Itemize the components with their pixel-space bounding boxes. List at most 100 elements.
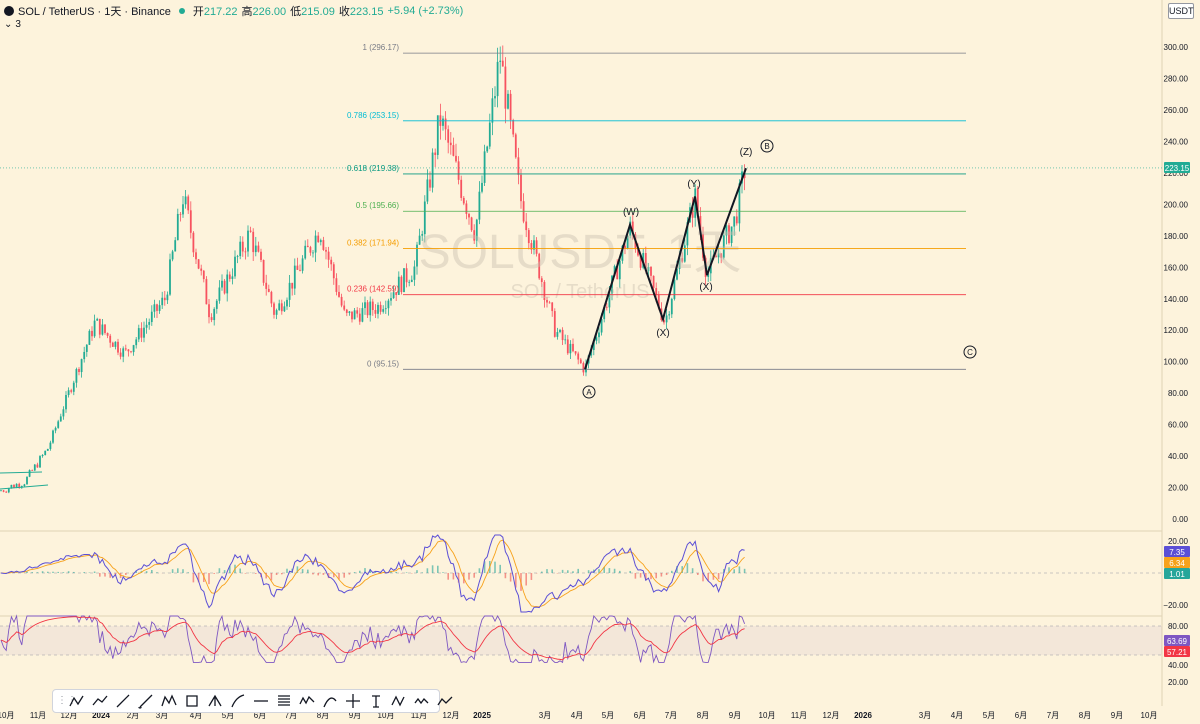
candle: [514, 132, 517, 159]
rectangle-tool[interactable]: [181, 691, 203, 711]
macd-histogram-bar: [598, 569, 600, 573]
candle-body: [574, 351, 577, 354]
candle: [202, 269, 205, 283]
candle-body: [291, 282, 294, 289]
macd-histogram-bar: [442, 572, 444, 573]
candle-body: [496, 61, 499, 97]
candle: [283, 301, 286, 312]
price-tick: 60.00: [1168, 421, 1189, 430]
candle: [733, 216, 736, 236]
candle-body: [429, 179, 431, 188]
macd-histogram-bar: [650, 573, 652, 580]
candle-body: [288, 282, 291, 300]
candle: [65, 391, 67, 413]
pitchfork-tool[interactable]: [204, 691, 226, 711]
candle-body: [161, 297, 164, 306]
line-path-tool[interactable]: [89, 691, 111, 711]
candle: [572, 338, 574, 353]
text-tool[interactable]: [365, 691, 387, 711]
macd-histogram-bar: [593, 569, 595, 573]
elliott-wave: A B C (W) (X) (Y) (X) (Z): [582, 139, 977, 399]
candle: [525, 212, 528, 238]
candle-body: [582, 363, 585, 373]
xabcd-tool[interactable]: [158, 691, 180, 711]
macd-histogram-bar: [145, 571, 148, 573]
pitchfork-icon: [208, 694, 222, 707]
candle: [179, 211, 182, 222]
ray-tool[interactable]: [135, 691, 157, 711]
price-change: +5.94 (+2.73%): [387, 5, 464, 17]
candle-body: [257, 245, 260, 252]
time-tick: 7月: [665, 711, 677, 720]
symbol-title[interactable]: SOL / TetherUS · 1天 · Binance: [18, 6, 171, 18]
candle: [728, 223, 730, 245]
rectangle-icon: [186, 695, 198, 707]
candle: [106, 332, 109, 339]
candle-body: [499, 60, 502, 62]
elliott-abc-tool[interactable]: [66, 691, 88, 711]
brush-tool[interactable]: [227, 691, 249, 711]
candle: [663, 318, 665, 325]
candle-body: [465, 203, 468, 214]
candle-body: [449, 142, 452, 146]
candle-body: [403, 268, 405, 293]
candle-body: [624, 245, 626, 249]
currency-button[interactable]: USDT: [1168, 3, 1194, 19]
price-tick: 80.00: [1168, 389, 1189, 398]
candle-body: [33, 464, 36, 471]
macd-histogram-bar: [712, 573, 715, 580]
macd-histogram-bar: [322, 573, 325, 575]
macd-histogram-bar: [665, 573, 668, 576]
crosshair-tool[interactable]: [342, 691, 364, 711]
trend-line-tool[interactable]: [112, 691, 134, 711]
zigzag-tool[interactable]: [411, 691, 433, 711]
pattern-tool[interactable]: [388, 691, 410, 711]
macd-histogram-bar: [587, 570, 590, 573]
macd-histogram-bar: [728, 567, 730, 573]
candle-body: [673, 279, 676, 299]
wave-label-b: B: [760, 139, 774, 153]
wave-circle: [582, 385, 596, 399]
candle-body: [234, 256, 236, 277]
candle-body: [366, 302, 369, 316]
macd-histogram-bar: [301, 569, 304, 573]
candle: [247, 225, 249, 257]
price-tick: 280.00: [1164, 75, 1189, 84]
candle-body: [332, 264, 335, 279]
candle-body: [278, 303, 281, 311]
indicators-toggle[interactable]: ⌄ 3: [4, 19, 21, 30]
horizontal-line-tool[interactable]: [250, 691, 272, 711]
candle: [366, 300, 369, 319]
candle-body: [473, 230, 476, 241]
candle-body: [561, 329, 564, 341]
candle-body: [325, 249, 327, 252]
candle-body: [364, 302, 366, 309]
wave-tool[interactable]: [296, 691, 318, 711]
candle: [582, 361, 585, 376]
candle: [374, 304, 377, 319]
candle: [130, 350, 132, 354]
candle-body: [509, 93, 512, 120]
candle: [496, 47, 499, 108]
macd-histogram-bar: [213, 573, 215, 574]
polyline-tool[interactable]: [434, 691, 456, 711]
candle-body: [265, 282, 268, 289]
curve-tool[interactable]: [319, 691, 341, 711]
wave-circle: [760, 139, 774, 153]
candle: [559, 328, 561, 334]
candle: [117, 338, 119, 356]
candle: [67, 387, 70, 398]
badge-bg: [1164, 646, 1190, 657]
candle-body: [512, 119, 515, 135]
candle-body: [559, 329, 561, 333]
trend-line-icon: [116, 694, 130, 708]
candle: [397, 271, 400, 296]
drag-handle-icon[interactable]: ⋮⋮: [57, 695, 77, 706]
candle: [96, 317, 99, 321]
candle: [340, 293, 343, 308]
candle: [111, 341, 114, 347]
candle: [5, 490, 8, 493]
candle: [158, 300, 161, 314]
fib-retracement-tool[interactable]: [273, 691, 295, 711]
